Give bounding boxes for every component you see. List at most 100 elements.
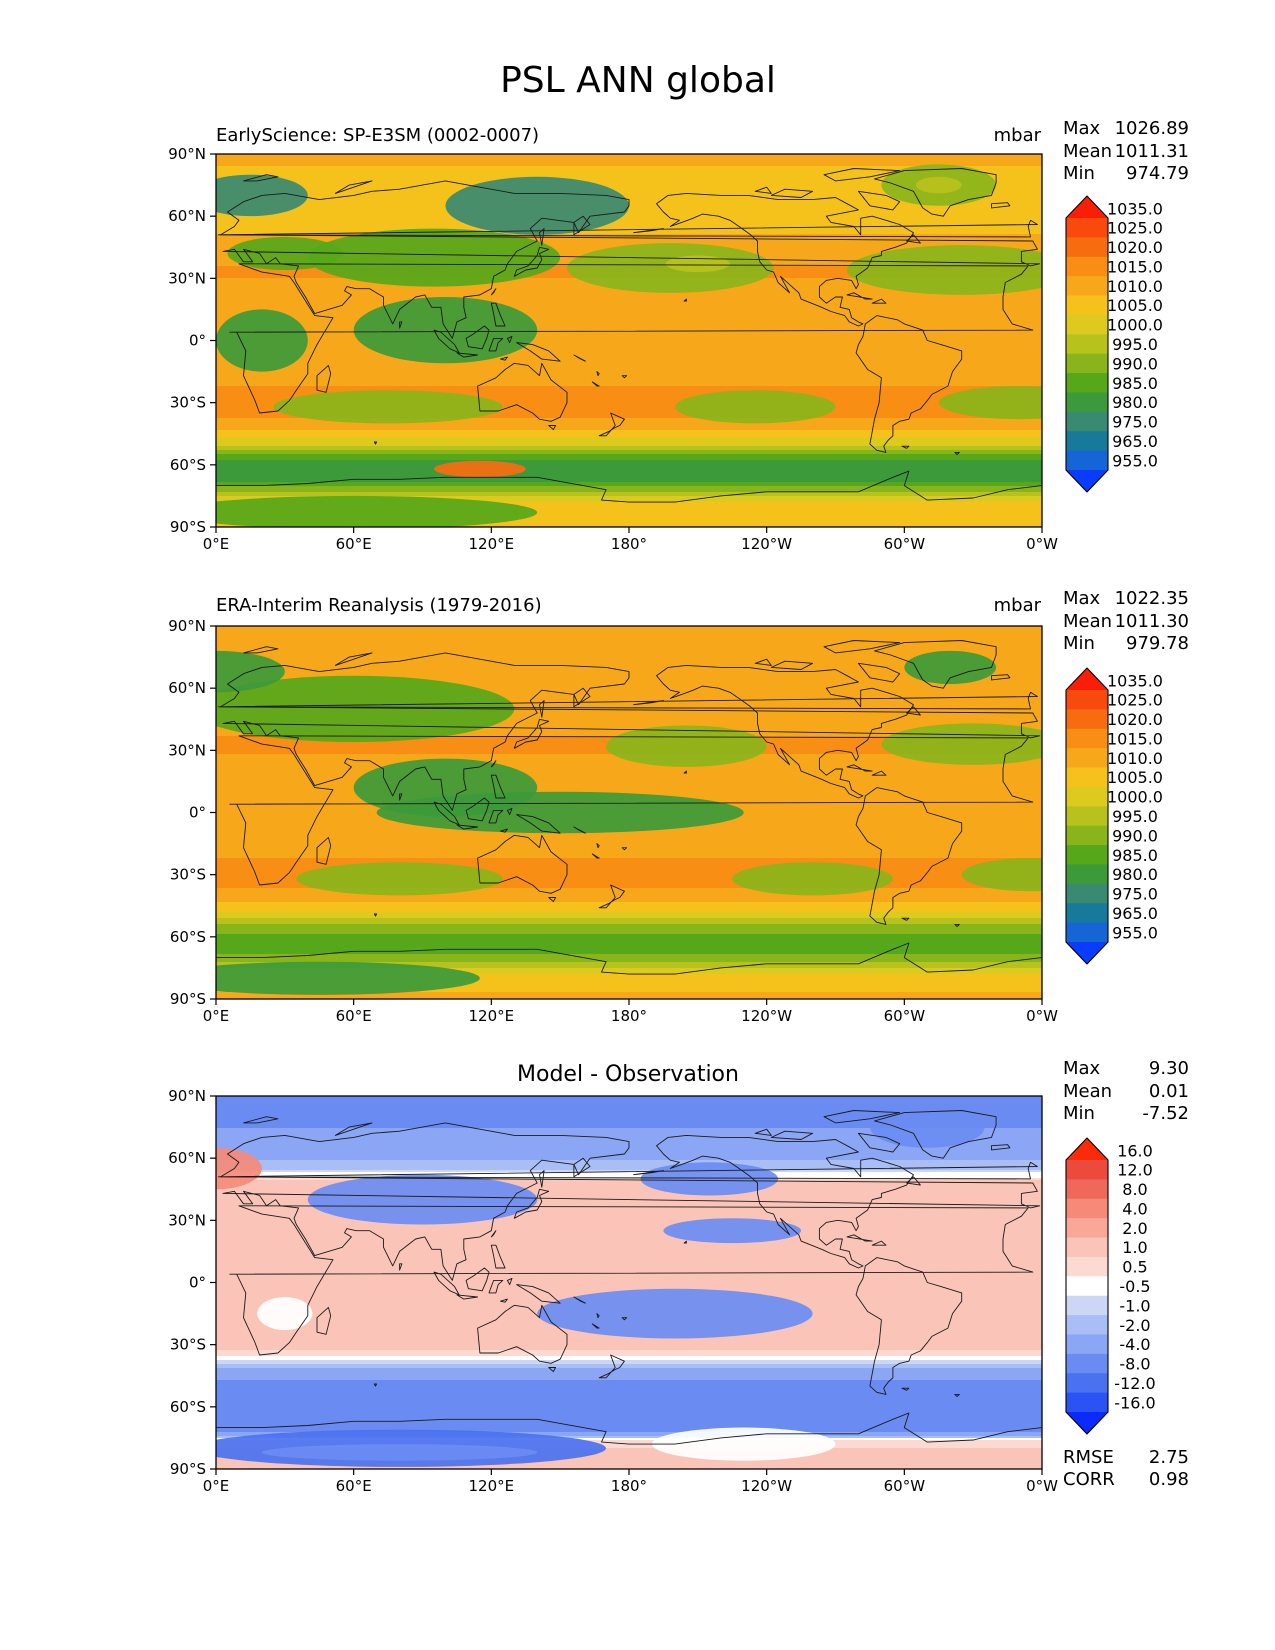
coastline-antarctica (216, 470, 1042, 527)
contour-band (216, 972, 1042, 975)
colorbar-tick-label: 985.0 (1112, 846, 1158, 865)
colorbar-tick-label: -12.0 (1114, 1374, 1155, 1393)
contour-band (216, 706, 1042, 709)
contour-band (216, 778, 1042, 781)
contour-band (216, 1406, 1042, 1409)
contour-band (216, 876, 1042, 879)
contour-band (216, 186, 1042, 189)
coastline-kerguelen (373, 913, 378, 917)
contour-band (216, 1208, 1042, 1211)
contour-region (665, 255, 730, 273)
contour-band (216, 504, 1042, 507)
x-tick-label: 120°W (741, 1007, 792, 1025)
contour-band (216, 1358, 1042, 1361)
contour-band (216, 1102, 1042, 1105)
y-tick-label: 30°S (170, 394, 206, 412)
contour-band (216, 326, 1042, 329)
contour-band (216, 1128, 1042, 1131)
contour-band (216, 658, 1042, 661)
colorbar-segment (1066, 1256, 1108, 1277)
colorbar: -16.0-12.0-8.0-4.0-2.0-1.0-0.50.51.02.04… (1065, 1137, 1156, 1435)
colorbar-tick-label: 990.0 (1112, 826, 1158, 845)
stat-value: 1011.30 (1115, 611, 1189, 632)
contour-band (216, 1268, 1042, 1271)
colorbar-tick-label: 1.0 (1122, 1238, 1147, 1257)
contour-band (216, 1354, 1042, 1357)
contour-band (216, 724, 1042, 727)
x-tick-label: 120°E (469, 535, 515, 553)
coastline-newfoundland (906, 706, 921, 716)
coastline-newzealand (598, 412, 625, 437)
panel-units: mbar (994, 595, 1042, 616)
contour-band (216, 1154, 1042, 1157)
contour-band (216, 1442, 1042, 1445)
coastline-banks (754, 658, 772, 666)
contour-band (216, 1432, 1042, 1435)
contour-band (216, 1376, 1042, 1379)
contour-band (216, 990, 1042, 993)
contour-band (216, 302, 1042, 305)
contour-band (216, 406, 1042, 409)
x-tick-label: 0°W (1026, 1007, 1058, 1025)
contour-band (216, 1398, 1042, 1401)
colorbar-extend-max (1066, 196, 1108, 218)
coastline-banks (754, 186, 772, 194)
contour-band (216, 416, 1042, 419)
coastline-sakhalin (539, 1170, 545, 1188)
contour-region (216, 309, 308, 372)
contour-band (216, 1368, 1042, 1371)
contour-band (216, 902, 1042, 905)
contour-region (915, 176, 962, 194)
coastline-sulawesi (488, 809, 504, 824)
contour-band (216, 402, 1042, 405)
contour-band (216, 1392, 1042, 1395)
contour-band (216, 984, 1042, 987)
contour-band (216, 890, 1042, 893)
contour-band (216, 1234, 1042, 1237)
colorbar-tick-label: 995.0 (1112, 807, 1158, 826)
contour-band (216, 1148, 1042, 1151)
contour-band (216, 1394, 1042, 1397)
contour-band (216, 968, 1042, 971)
contour-band (216, 158, 1042, 161)
coastline-baffin (857, 1132, 901, 1153)
contour-band (216, 912, 1042, 915)
coastline-newzealand (598, 884, 625, 909)
colorbar-tick-label: 980.0 (1112, 865, 1158, 884)
contour-band (216, 1372, 1042, 1375)
contour-band (216, 684, 1042, 687)
contour-band (216, 172, 1042, 175)
contour-band (216, 786, 1042, 789)
colorbar-outline (1065, 195, 1109, 493)
colorbar-segment (1066, 392, 1108, 413)
contour-band (216, 412, 1042, 415)
contour-band (216, 668, 1042, 671)
contour-band (216, 370, 1042, 373)
contour-band (216, 916, 1042, 919)
contour-band (216, 492, 1042, 495)
contour-band (216, 408, 1042, 411)
contour-band (216, 1396, 1042, 1399)
contour-band (216, 678, 1042, 681)
colorbar-segment (1066, 450, 1108, 471)
contour-band (216, 450, 1042, 453)
contour-band (216, 1240, 1042, 1243)
contour-band (216, 374, 1042, 377)
contour-band (216, 920, 1042, 923)
contour-band (216, 480, 1042, 483)
contour-band (216, 636, 1042, 639)
contour-band (216, 1118, 1042, 1121)
contour-band (216, 1248, 1042, 1251)
contour-band (216, 964, 1042, 967)
panel-test: EarlyScience: SP-E3SM (0002-0007) mbar M… (216, 118, 1189, 184)
contour-band (216, 1132, 1042, 1135)
contour-band (216, 512, 1042, 515)
contour-band (216, 836, 1042, 839)
contour-region (353, 758, 538, 817)
colorbar-tick-label: 1010.0 (1107, 277, 1163, 296)
colorbar-segment (1066, 690, 1108, 710)
x-tick-label: 120°W (741, 535, 792, 553)
contour-band (216, 452, 1042, 455)
coastline-eurasia (220, 652, 1041, 811)
figure-title: PSL ANN global (500, 60, 776, 101)
